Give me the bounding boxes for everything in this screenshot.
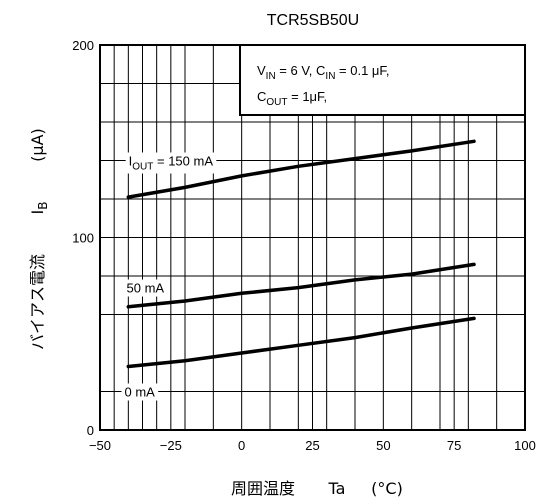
series-label: 0 mA: [124, 385, 155, 400]
series-label-bg: [125, 152, 217, 174]
data-series: [126, 139, 476, 369]
series-line: [126, 139, 476, 199]
x-tick-label: 0: [238, 438, 245, 453]
x-tick-label: 100: [514, 438, 536, 453]
x-tick-labels: −50 −25 0 25 50 75 100: [89, 438, 536, 453]
x-axis-title-part: Ta: [328, 479, 346, 498]
y-tick-label: 100: [72, 231, 94, 246]
x-axis-title-part: 周囲温度: [231, 479, 295, 498]
y-tick-labels: 0 100 200: [72, 38, 94, 438]
x-tick-label: 50: [376, 438, 390, 453]
y-axis-title-group: バイアス電流 IB (μA): [28, 128, 50, 350]
chart-title: TCR5SB50U: [267, 12, 359, 29]
condition-line: COUT = 1μF,: [257, 89, 327, 108]
series-label: IOUT = 150 mA: [129, 154, 214, 173]
plot-frame: [99, 44, 526, 431]
y-axis-title-symbol: IB: [28, 202, 50, 215]
x-tick-label: 25: [305, 438, 319, 453]
x-axis-title: 周囲温度 Ta (°C): [231, 479, 403, 498]
series-line: [126, 262, 476, 309]
x-tick-label: −25: [160, 438, 182, 453]
y-tick-label: 0: [87, 423, 94, 438]
series-label-bg: [121, 383, 159, 401]
y-axis-title: バイアス電流 IB (μA): [28, 128, 50, 350]
series-label-bg: [123, 279, 168, 297]
series-label: 50 mA: [127, 281, 165, 296]
x-tick-label: −50: [89, 438, 111, 453]
y-axis-title-jp: バイアス電流: [28, 254, 47, 350]
y-axis-title-unit: (μA): [28, 128, 47, 162]
x-tick-label: 75: [447, 438, 461, 453]
x-axis-title-part: (°C): [371, 479, 403, 498]
conditions-box: VIN = 6 V, CIN = 0.1 μF, COUT = 1μF,: [239, 44, 526, 116]
series-labels: IOUT = 150 mA 50 mA 0 mA: [121, 152, 217, 401]
condition-line: VIN = 6 V, CIN = 0.1 μF,: [257, 63, 390, 82]
series-line: [126, 316, 476, 369]
y-tick-label: 200: [72, 38, 94, 53]
